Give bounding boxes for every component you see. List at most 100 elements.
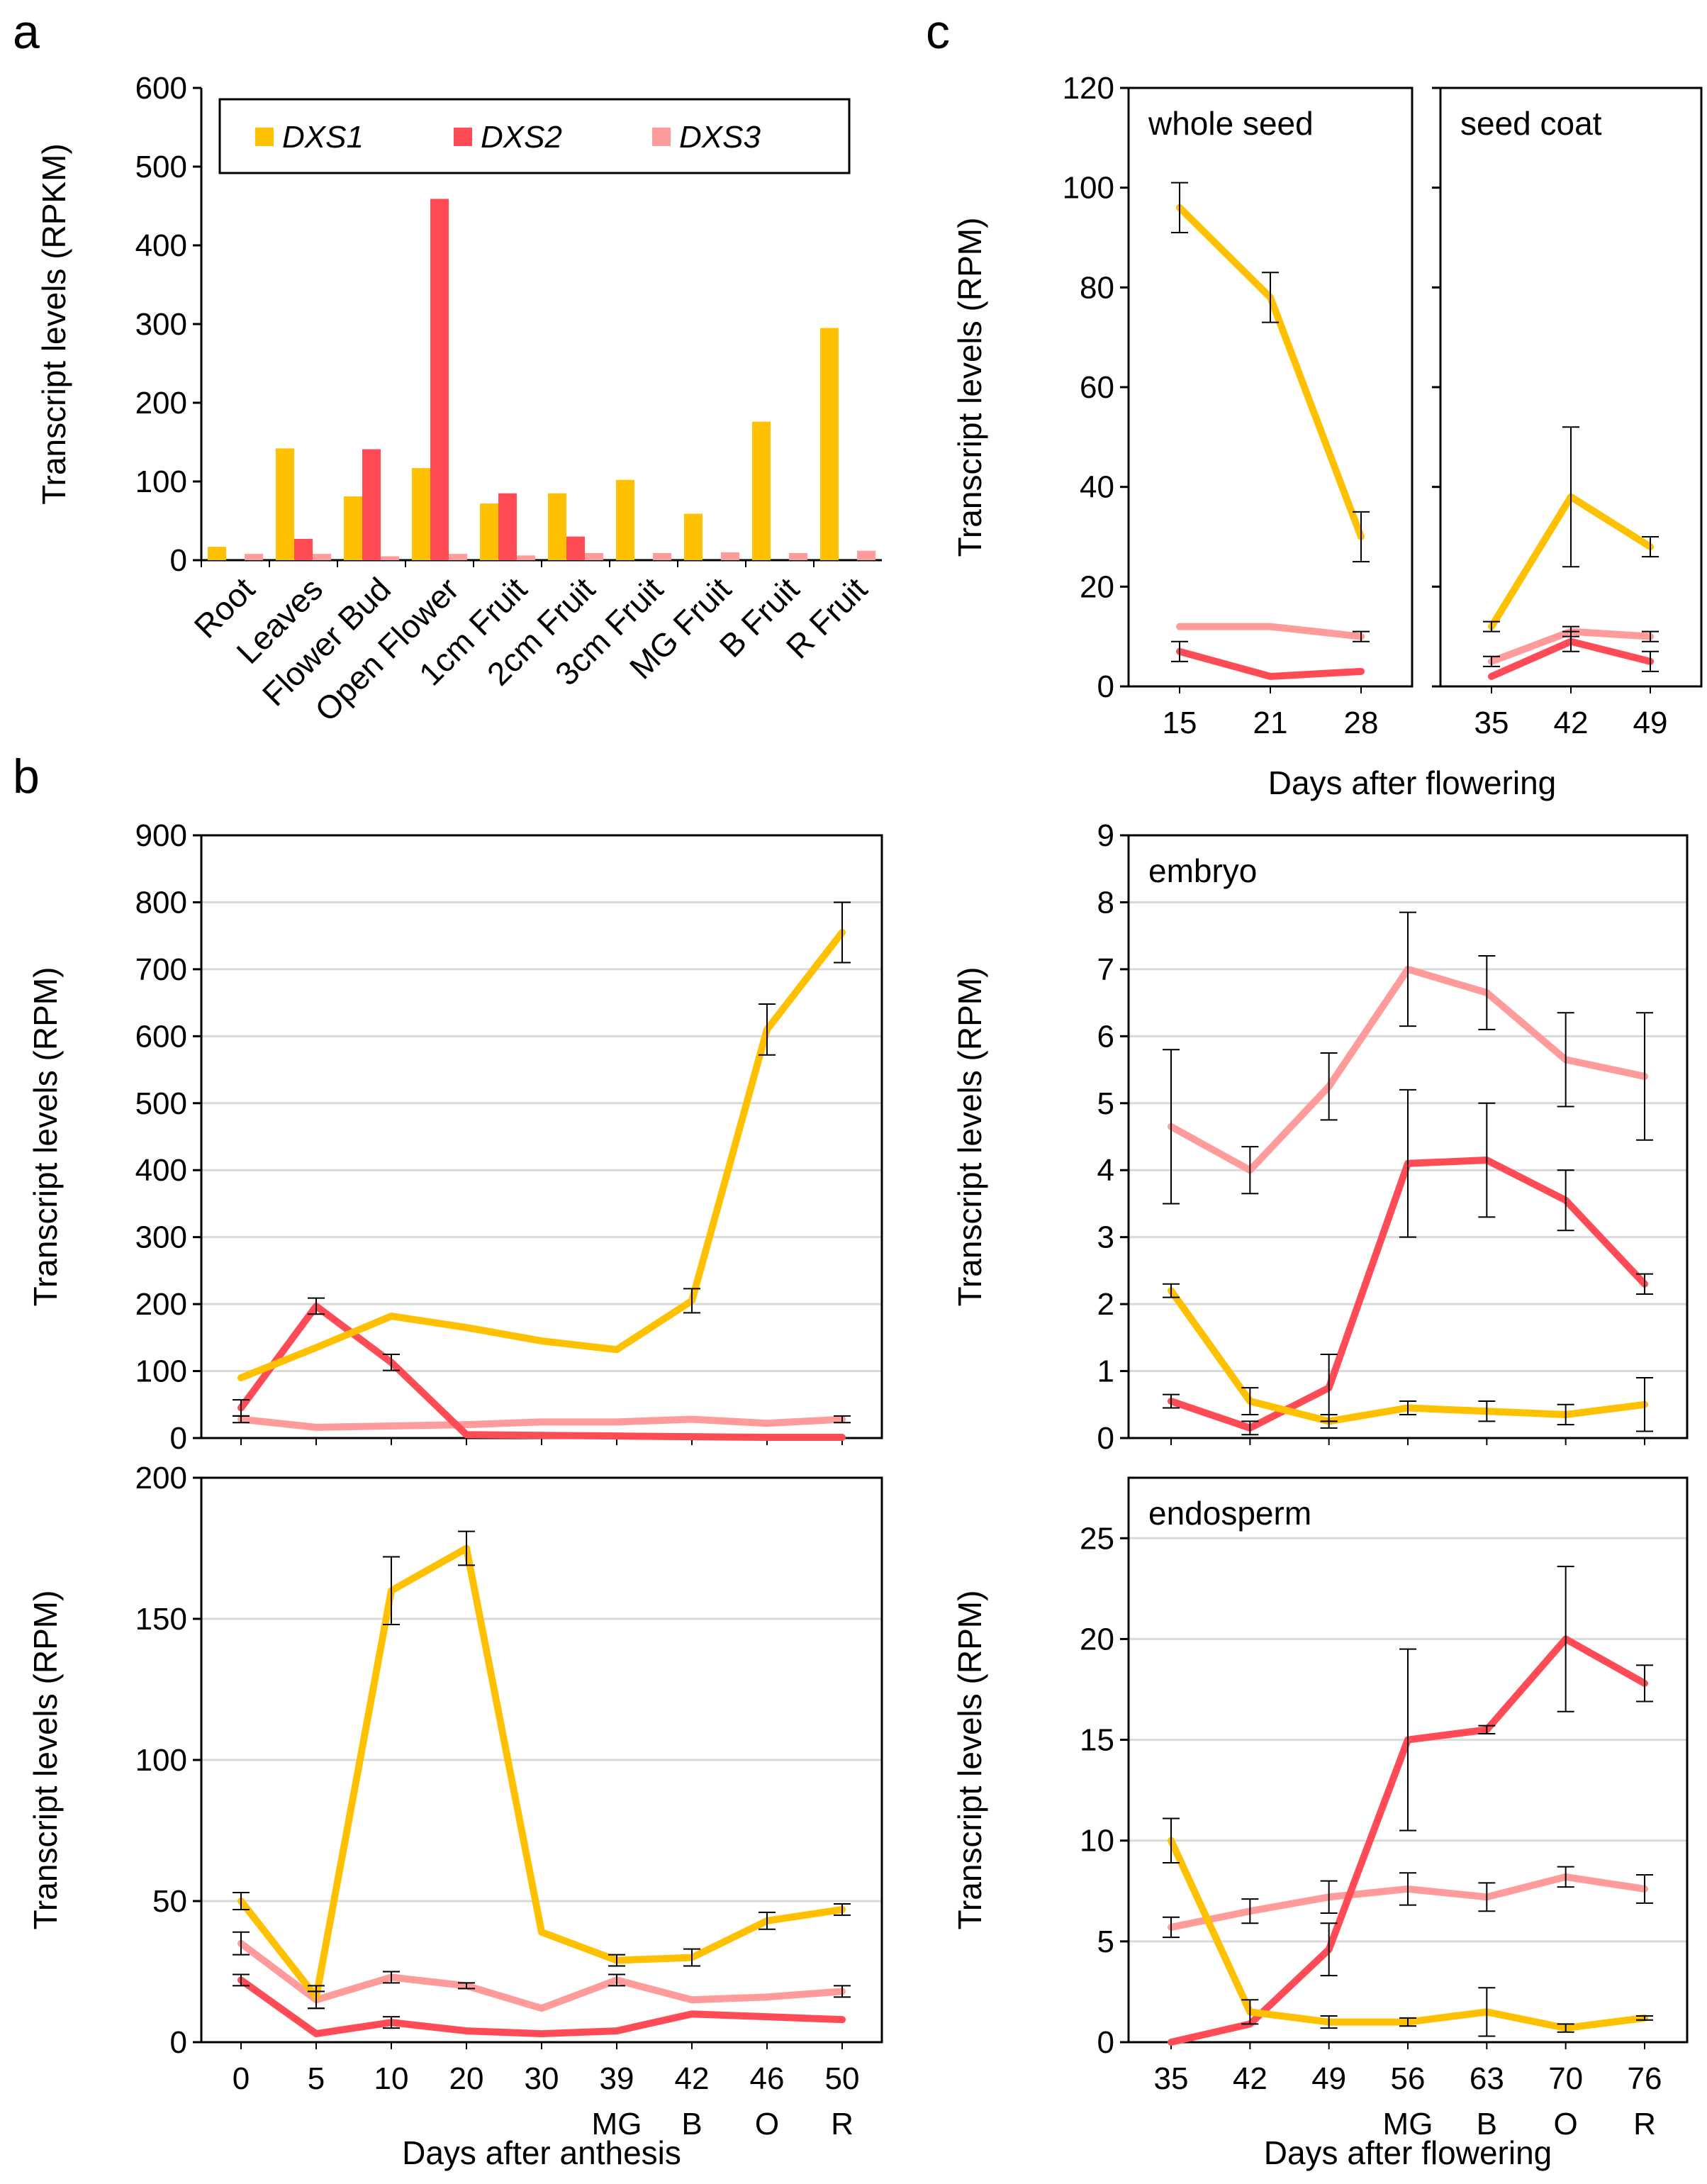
b-bottom-y-axis-title: Transcript levels (RPM) [27,1590,64,1930]
panel-letter-c: c [926,5,950,59]
a-bar-dxs1 [480,503,498,560]
a-bar-dxs1 [548,493,566,560]
c_whole_seed-y-tick-label: 120 [1063,71,1114,106]
a-bar-dxs3 [245,554,263,560]
a-bar-dxs2 [498,493,517,560]
a-legend: DXS1 DXS2 DXS3 [218,98,851,174]
a-bar-dxs1 [344,496,362,560]
a-y-tick-label: 300 [135,307,187,342]
c_whole_seed-frame [1127,87,1414,688]
b_bottom-x-tick-label: 46 [750,2061,785,2096]
b_bottom-x-stage-label: R [831,2107,854,2141]
b_bottom-y-tick-label: 0 [170,2025,187,2060]
a-y-tick-label: 600 [135,71,187,106]
panel-letter-b: b [13,750,40,803]
b_top-y-tick-label: 100 [135,1354,187,1389]
c_endosperm-inset-label: endosperm [1148,1495,1311,1532]
c-top-x-axis-title: Days after flowering [1268,764,1557,801]
c-endosperm-y-axis-title: Transcript levels (RPM) [951,1590,988,1930]
b_top-y-tick-label: 900 [135,818,187,853]
c_endosperm-y-tick-label: 25 [1080,1521,1114,1556]
a-legend-label-dxs2: DXS2 [481,120,562,155]
c_whole_seed-series-dxs3-line [1176,623,1365,640]
b_bottom-x-stage-label: B [681,2107,702,2141]
a-bar-dxs3 [857,550,875,560]
b-top-y-axis-title: Transcript levels (RPM) [27,967,64,1307]
a-bar-dxs3 [517,555,535,560]
c_endosperm-x-stage-label: B [1477,2107,1497,2141]
c_embryo-y-tick-label: 5 [1097,1086,1114,1121]
c-bottom-x-axis-title: Days after flowering [1264,2134,1552,2171]
b_top-frame [200,834,883,1439]
c_endosperm-y-tick-label: 15 [1080,1723,1114,1758]
a-bar-dxs3 [381,556,399,560]
b_bottom-y-tick-label: 50 [152,1884,187,1919]
c_whole_seed-x-tick-label: 15 [1163,706,1197,740]
c_endosperm-x-tick-label: 49 [1311,2061,1346,2096]
a-bar-dxs3 [789,553,807,560]
a-legend-box [218,98,851,174]
c_embryo-y-tick-label: 1 [1097,1354,1114,1389]
b_bottom-x-tick-label: 0 [233,2061,250,2096]
c-embryo-y-axis-title: Transcript levels (RPM) [951,967,988,1307]
b_bottom-x-tick-label: 42 [675,2061,710,2096]
c_endosperm-x-stage-label: R [1633,2107,1656,2141]
c_seed_coat-x-tick-label: 42 [1554,706,1589,740]
c_whole_seed-inset-label: whole seed [1148,105,1314,142]
c_whole_seed-y-tick-label: 60 [1080,370,1114,405]
a-bar-dxs1 [684,513,703,560]
c_embryo-y-tick-label: 4 [1097,1153,1114,1188]
panel-letter-a: a [13,5,40,59]
c_embryo-y-tick-label: 0 [1097,1421,1114,1456]
a-y-tick-label: 500 [135,150,187,184]
c_endosperm-x-stage-label: MG [1383,2107,1433,2141]
a-bar-dxs3 [449,554,467,560]
c_endosperm-x-tick-label: 70 [1548,2061,1583,2096]
b_bottom-x-tick-label: 5 [308,2061,325,2096]
b_bottom-x-stage-label: O [755,2107,779,2141]
a-bar-dxs3 [585,553,603,560]
c_seed_coat-frame [1439,87,1703,688]
c_endosperm-x-tick-label: 42 [1233,2061,1267,2096]
c_whole_seed-y-tick-label: 20 [1080,569,1114,604]
a-bar-dxs2 [566,536,585,560]
b_top-y-tick-label: 800 [135,885,187,920]
a-bar-dxs1 [412,468,430,560]
c_endosperm-x-stage-label: O [1554,2107,1578,2141]
a-bar-dxs1 [208,547,226,560]
c_endosperm-x-tick-label: 56 [1391,2061,1426,2096]
c_whole_seed-y-tick-label: 100 [1063,171,1114,206]
c_embryo-y-tick-label: 6 [1097,1019,1114,1054]
a-bar-dxs3 [313,554,331,560]
b_top-series-dxs3-line [237,1415,846,1431]
c_endosperm-x-tick-label: 35 [1154,2061,1189,2096]
c_whole_seed-x-tick-label: 28 [1344,706,1379,740]
a-bar-dxs2 [294,539,313,560]
a-bar-dxs1 [276,448,294,560]
b_bottom-x-stage-label: MG [592,2107,642,2141]
c_endosperm-y-tick-label: 5 [1097,1924,1114,1959]
c_endosperm-x-tick-label: 63 [1470,2061,1504,2096]
b_top-series-dxs2-line [237,1302,846,1442]
a-bar-dxs1 [752,421,771,560]
c_embryo-inset-label: embryo [1148,852,1257,889]
a-legend-swatch-dxs2 [454,128,472,146]
a-bar-dxs3 [721,552,739,560]
a-legend-label-dxs1: DXS1 [282,120,364,155]
a-bar-dxs1 [820,328,839,560]
b_bottom-series-dxs1-line [237,1544,846,2001]
c_endosperm-x-tick-label: 76 [1628,2061,1662,2096]
c_seed_coat-x-tick-label: 49 [1633,706,1668,740]
b_top-y-tick-label: 600 [135,1019,187,1054]
c_embryo-y-tick-label: 2 [1097,1287,1114,1322]
c_whole_seed-y-tick-label: 40 [1080,470,1114,505]
c_endosperm-y-tick-label: 0 [1097,2025,1114,2060]
a-legend-label-dxs3: DXS3 [679,120,761,155]
c_whole_seed-series-dxs2-line [1176,647,1365,680]
c_endosperm-y-tick-label: 20 [1080,1622,1114,1656]
b_top-y-tick-label: 400 [135,1153,187,1188]
c_embryo-y-tick-label: 3 [1097,1220,1114,1255]
a-bar-dxs1 [616,479,634,560]
